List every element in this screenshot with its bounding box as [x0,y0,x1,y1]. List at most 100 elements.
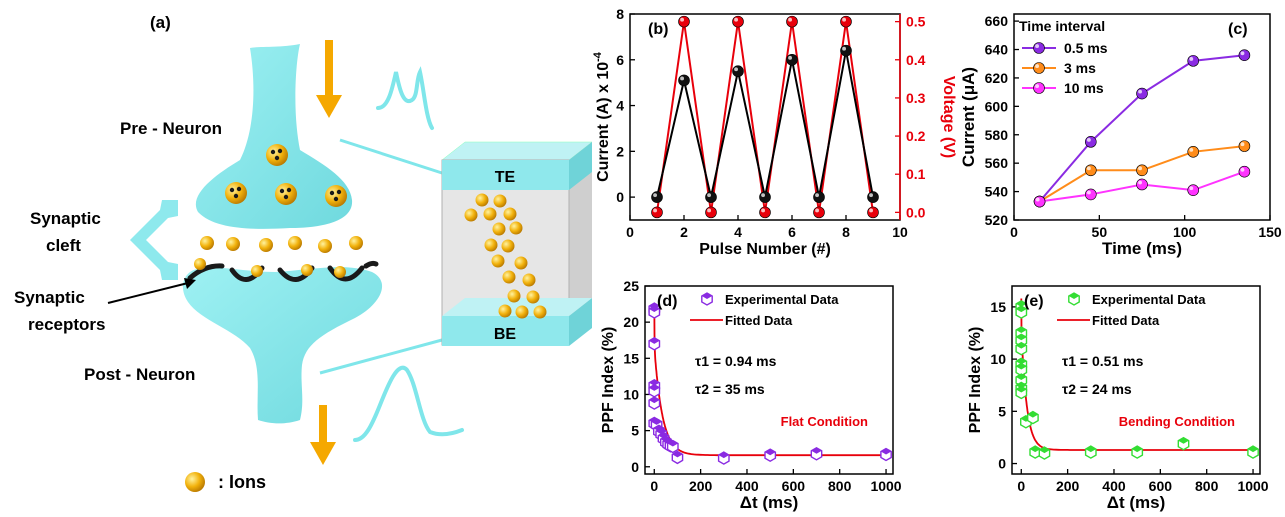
voltage-point [651,206,663,219]
data-point [1247,445,1259,459]
legend-marker-highlight [1035,84,1039,88]
series-point [1187,55,1199,67]
x-tick-label: 600 [782,478,806,494]
be-label: BE [494,326,517,343]
x-tick-label: 6 [788,224,796,240]
data-point [648,305,661,319]
y-tick-label: 560 [985,155,1009,171]
data-point-fill [1016,358,1027,365]
y2-tick-label: 0.0 [906,204,926,220]
data-point-fill [1039,447,1050,454]
series-point [1085,164,1097,177]
fit-curve [1020,298,1253,451]
panel-a-schematic: (a) [14,13,593,492]
x-tick-label: 600 [1149,478,1173,494]
input-spike-waveform [376,66,434,130]
panel-a-label: (a) [150,13,171,32]
series-point [1187,184,1199,196]
current-point [813,191,825,203]
data-point-fill [649,337,660,344]
voltage-point-highlight [869,208,873,213]
x-tick-label: 200 [1056,478,1080,494]
y2-axis-label: Voltage (V) [940,76,957,158]
y-tick-label: 6 [616,52,624,68]
data-point-fill [764,449,776,456]
legend-label: Experimental Data [725,292,839,307]
current-point [786,53,798,66]
series-point [1033,195,1046,208]
current-point-highlight [734,67,738,72]
y-tick-label: 660 [985,13,1009,29]
series-point [1187,146,1199,158]
series-point-highlight [1240,167,1245,172]
data-point [1015,305,1028,319]
tau2-annotation: τ2 = 24 ms [1062,381,1132,397]
data-point [1015,385,1028,400]
x-axis-label: Δt (ms) [740,493,799,512]
legend-marker-fill [701,293,713,299]
series-point-highlight [1086,190,1091,195]
data-point-fill [1178,437,1189,444]
vesicle [225,182,247,204]
y-tick-label: 10 [623,386,639,402]
plot-frame [644,285,894,475]
y-axis-label: PPF Index (%) [600,327,617,434]
condition-annotation: Flat Condition [781,414,868,429]
voltage-point-highlight [680,17,684,22]
y2-tick-label: 0.1 [906,166,926,182]
tau1-annotation: τ1 = 0.51 ms [1062,353,1144,369]
connector-line [339,138,443,175]
data-point-fill [1016,386,1027,393]
vesicle [266,144,288,166]
current-point [840,44,852,57]
y-tick-label: 0 [616,189,624,205]
data-point-fill [1016,306,1027,313]
panel-d-chart: 0 200 400 600 800 1000 0 5 10 15 20 25 (d) Experiment… [600,278,902,512]
vesicle [325,185,347,207]
synaptic-receptors-label: Synaptic receptors [14,288,105,334]
voltage-point-highlight [788,17,792,22]
y2-tick-label: 0.3 [906,90,926,106]
data-point [880,447,892,462]
connector-line [319,338,443,375]
data-point-fill [1016,374,1027,380]
data-point [648,396,661,410]
current-point [867,191,879,203]
legend-marker [1033,42,1045,54]
series-point-highlight [1138,89,1142,94]
voltage-point [840,15,852,28]
series-point-highlight [1086,138,1091,142]
device-stack: TE BE [441,141,593,346]
series-point-highlight [1189,57,1194,61]
series-point-highlight [1189,186,1194,191]
legend-marker [701,292,713,306]
series-point-highlight [1035,197,1040,202]
series-point [1238,140,1251,152]
legend-marker-highlight [1035,64,1039,68]
y-tick-label: 0 [631,459,639,475]
voltage-point [705,206,717,219]
legend-label: 3 ms [1064,60,1096,76]
y-axis-label-exponent: -4 [592,51,604,62]
voltage-point-highlight [761,208,765,213]
current-point [651,191,663,203]
receptor-pointer-arrow [107,278,196,304]
data-point-fill [672,451,683,458]
vesicles [225,144,347,207]
series-point [1238,165,1251,178]
cleft-double-arrow-icon [130,200,178,280]
pre-neuron-label: Pre - Neuron [120,119,222,138]
legend-label: Experimental Data [1092,292,1206,307]
data-point-fill [649,384,660,391]
series-point-highlight [1086,166,1091,171]
series-point [1136,87,1148,100]
series-point-highlight [1240,142,1245,147]
x-tick-label: 0 [650,478,658,494]
data-point-fill [1016,363,1027,370]
y-tick-label: 20 [623,314,639,330]
x-tick-label: 10 [892,224,908,240]
y-tick-label: 15 [623,350,639,366]
data-point-fill [1131,446,1143,453]
voltage-point-highlight [734,17,738,22]
